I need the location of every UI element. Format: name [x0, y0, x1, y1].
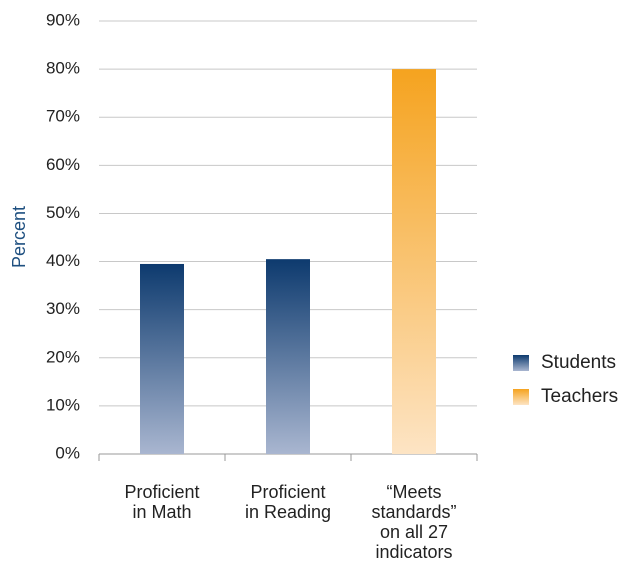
- y-tick-label: 70%: [46, 107, 80, 126]
- y-tick-label: 90%: [46, 10, 80, 29]
- y-tick-label: 20%: [46, 347, 80, 366]
- x-tick-label: Proficient in Reading: [244, 482, 332, 522]
- bar: [266, 259, 310, 454]
- y-axis-label: Percent: [9, 206, 29, 268]
- y-tick-label: 50%: [46, 203, 80, 222]
- x-tick-label: “Meets standards” on all 27 indicators: [371, 482, 457, 562]
- bar: [140, 263, 184, 454]
- legend-label: Students: [541, 352, 616, 373]
- legend-swatch: [513, 355, 529, 371]
- y-tick-label: 60%: [46, 155, 80, 174]
- y-tick-label: 40%: [46, 251, 80, 270]
- bar: [392, 69, 436, 454]
- y-tick-label: 10%: [46, 395, 80, 414]
- legend-label: Teachers: [541, 386, 618, 407]
- y-tick-label: 0%: [55, 443, 80, 462]
- x-tick-label: Proficient in Math: [124, 482, 200, 522]
- y-tick-label: 30%: [46, 299, 80, 318]
- y-tick-label: 80%: [46, 59, 80, 78]
- legend-swatch: [513, 389, 529, 405]
